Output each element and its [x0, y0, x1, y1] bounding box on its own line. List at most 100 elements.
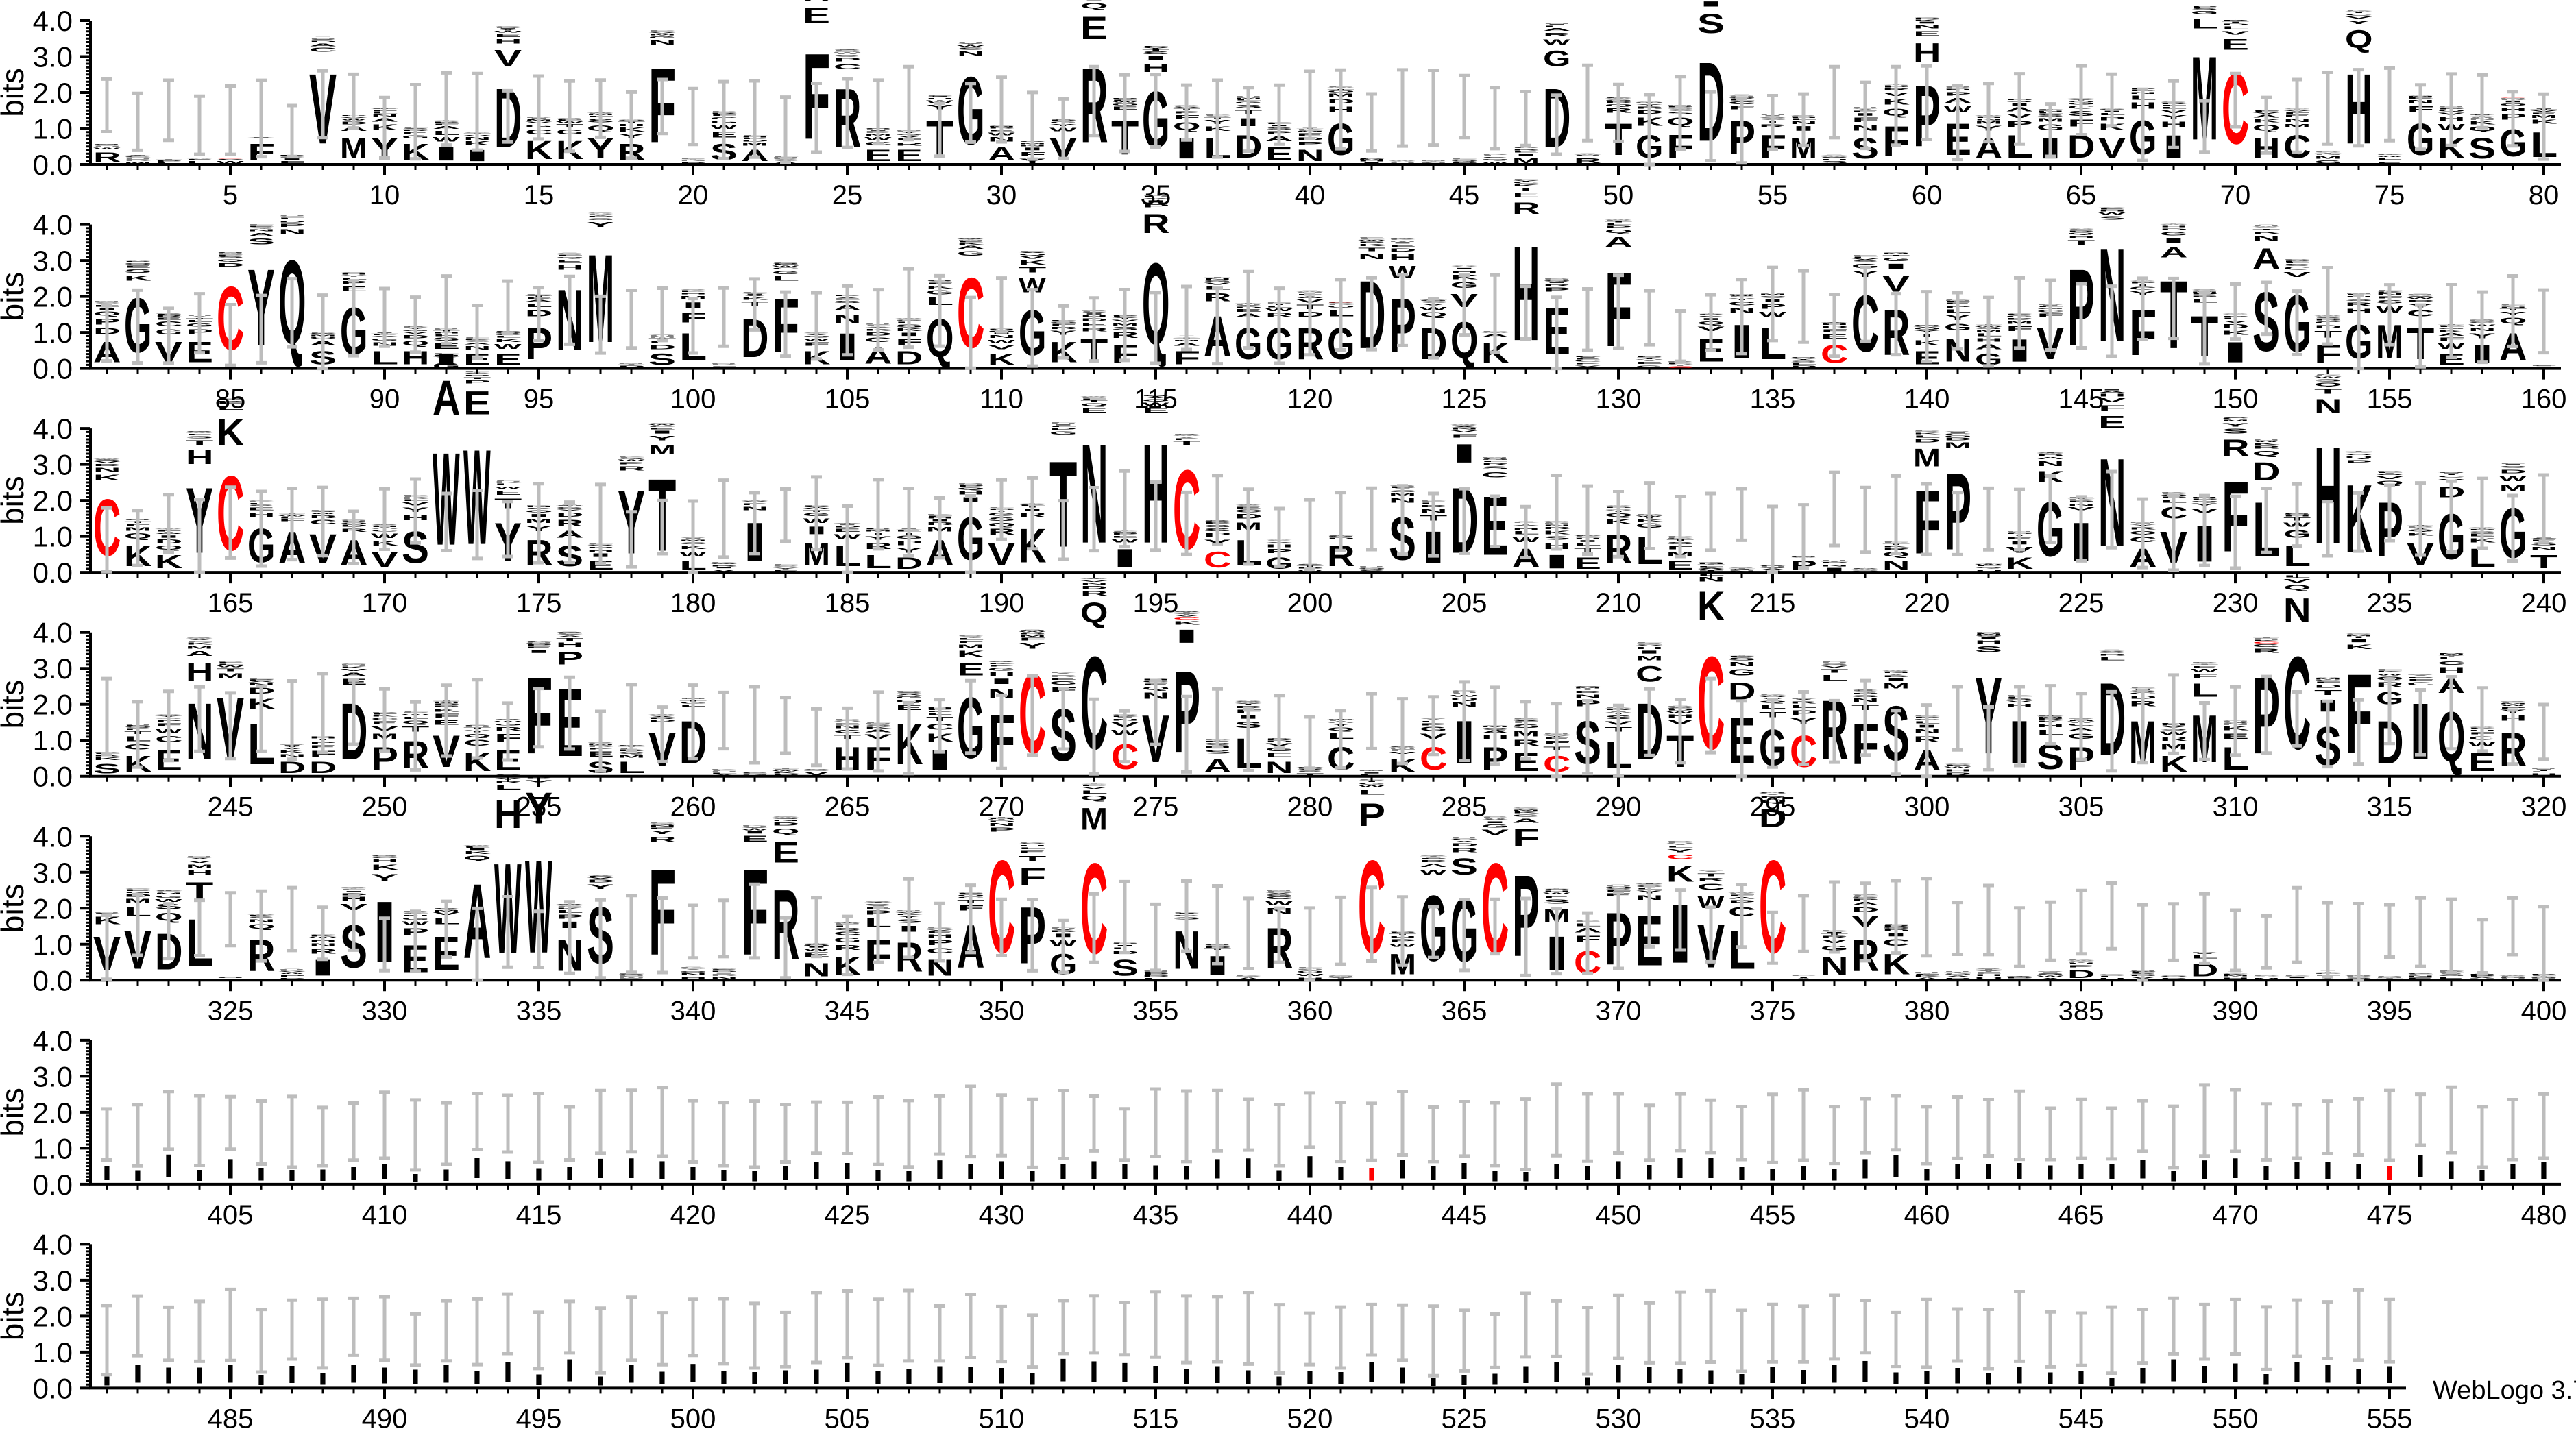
svg-text:3.0: 3.0	[33, 1264, 73, 1297]
svg-text:525: 525	[1442, 1404, 1487, 1428]
svg-text:195: 195	[1133, 588, 1179, 618]
svg-text:550: 550	[2213, 1404, 2259, 1428]
svg-text:445: 445	[1442, 1200, 1487, 1230]
svg-text:290: 290	[1596, 792, 1642, 822]
svg-text:75: 75	[2374, 180, 2405, 210]
svg-text:80: 80	[2529, 180, 2560, 210]
svg-text:400: 400	[2521, 996, 2567, 1026]
svg-text:395: 395	[2367, 996, 2413, 1026]
svg-text:1.0: 1.0	[33, 1132, 73, 1164]
svg-text:390: 390	[2213, 996, 2259, 1026]
svg-text:150: 150	[2213, 384, 2259, 415]
svg-text:265: 265	[825, 792, 871, 822]
svg-text:185: 185	[825, 588, 871, 618]
svg-text:0.0: 0.0	[33, 1169, 73, 1201]
svg-text:0.0: 0.0	[33, 1372, 73, 1404]
svg-text:355: 355	[1133, 996, 1179, 1026]
svg-text:345: 345	[825, 996, 871, 1026]
svg-text:480: 480	[2521, 1200, 2567, 1230]
svg-text:420: 420	[670, 1200, 716, 1230]
svg-text:60: 60	[1912, 180, 1943, 210]
svg-text:140: 140	[1904, 384, 1950, 415]
svg-text:425: 425	[825, 1200, 871, 1230]
svg-text:305: 305	[2058, 792, 2104, 822]
svg-text:110: 110	[980, 384, 1023, 415]
svg-text:225: 225	[2058, 588, 2104, 618]
svg-text:495: 495	[516, 1404, 562, 1428]
svg-text:300: 300	[1904, 792, 1950, 822]
svg-text:545: 545	[2058, 1404, 2104, 1428]
svg-text:bits: bits	[0, 883, 30, 933]
svg-text:375: 375	[1750, 996, 1796, 1026]
svg-text:30: 30	[986, 180, 1017, 210]
svg-text:470: 470	[2213, 1200, 2259, 1230]
svg-text:2.0: 2.0	[33, 281, 73, 313]
svg-text:45: 45	[1449, 180, 1480, 210]
svg-text:245: 245	[208, 792, 254, 822]
svg-text:1.0: 1.0	[33, 317, 73, 349]
svg-text:4.0: 4.0	[33, 5, 73, 37]
svg-text:3.0: 3.0	[33, 1060, 73, 1092]
svg-text:275: 275	[1133, 792, 1179, 822]
svg-text:4.0: 4.0	[33, 413, 73, 445]
svg-text:0.0: 0.0	[33, 761, 73, 793]
svg-text:315: 315	[2367, 792, 2413, 822]
svg-text:485: 485	[208, 1404, 254, 1428]
svg-text:205: 205	[1442, 588, 1487, 618]
svg-text:15: 15	[524, 180, 555, 210]
svg-text:385: 385	[2058, 996, 2104, 1026]
svg-text:515: 515	[1133, 1404, 1179, 1428]
svg-text:bits: bits	[0, 68, 30, 117]
svg-text:250: 250	[362, 792, 408, 822]
svg-text:55: 55	[1758, 180, 1788, 210]
svg-text:260: 260	[670, 792, 716, 822]
svg-text:340: 340	[670, 996, 716, 1026]
svg-text:505: 505	[825, 1404, 871, 1428]
svg-text:2.0: 2.0	[33, 485, 73, 517]
svg-text:70: 70	[2220, 180, 2251, 210]
svg-text:20: 20	[678, 180, 709, 210]
svg-text:310: 310	[2213, 792, 2259, 822]
svg-text:120: 120	[1287, 384, 1333, 415]
svg-text:555: 555	[2367, 1404, 2413, 1428]
svg-text:540: 540	[1904, 1404, 1950, 1428]
svg-text:bits: bits	[0, 272, 30, 321]
svg-text:370: 370	[1596, 996, 1642, 1026]
svg-text:160: 160	[2521, 384, 2567, 415]
svg-text:2.0: 2.0	[33, 1097, 73, 1129]
svg-text:415: 415	[516, 1200, 562, 1230]
svg-text:1.0: 1.0	[33, 113, 73, 145]
svg-text:5: 5	[223, 180, 238, 210]
svg-text:455: 455	[1750, 1200, 1796, 1230]
svg-text:530: 530	[1596, 1404, 1642, 1428]
svg-text:165: 165	[208, 588, 254, 618]
svg-text:320: 320	[2521, 792, 2567, 822]
svg-text:bits: bits	[0, 476, 30, 525]
svg-text:4.0: 4.0	[33, 617, 73, 649]
svg-text:460: 460	[1904, 1200, 1950, 1230]
svg-text:465: 465	[2058, 1200, 2104, 1230]
svg-text:405: 405	[208, 1200, 254, 1230]
svg-text:535: 535	[1750, 1404, 1796, 1428]
svg-text:1.0: 1.0	[33, 929, 73, 961]
svg-text:430: 430	[979, 1200, 1025, 1230]
svg-text:90: 90	[369, 384, 400, 415]
svg-text:365: 365	[1442, 996, 1487, 1026]
svg-text:175: 175	[516, 588, 562, 618]
svg-text:4.0: 4.0	[33, 209, 73, 241]
svg-text:360: 360	[1287, 996, 1333, 1026]
svg-text:215: 215	[1750, 588, 1796, 618]
svg-text:2.0: 2.0	[33, 689, 73, 721]
svg-text:510: 510	[979, 1404, 1025, 1428]
svg-text:1.0: 1.0	[33, 521, 73, 553]
svg-text:105: 105	[825, 384, 871, 415]
svg-text:bits: bits	[0, 680, 30, 729]
svg-text:380: 380	[1904, 996, 1950, 1026]
svg-text:500: 500	[670, 1404, 716, 1428]
svg-text:135: 135	[1750, 384, 1796, 415]
svg-text:280: 280	[1287, 792, 1333, 822]
svg-text:490: 490	[362, 1404, 408, 1428]
svg-text:3.0: 3.0	[33, 857, 73, 889]
svg-text:220: 220	[1904, 588, 1950, 618]
svg-text:65: 65	[2066, 180, 2097, 210]
